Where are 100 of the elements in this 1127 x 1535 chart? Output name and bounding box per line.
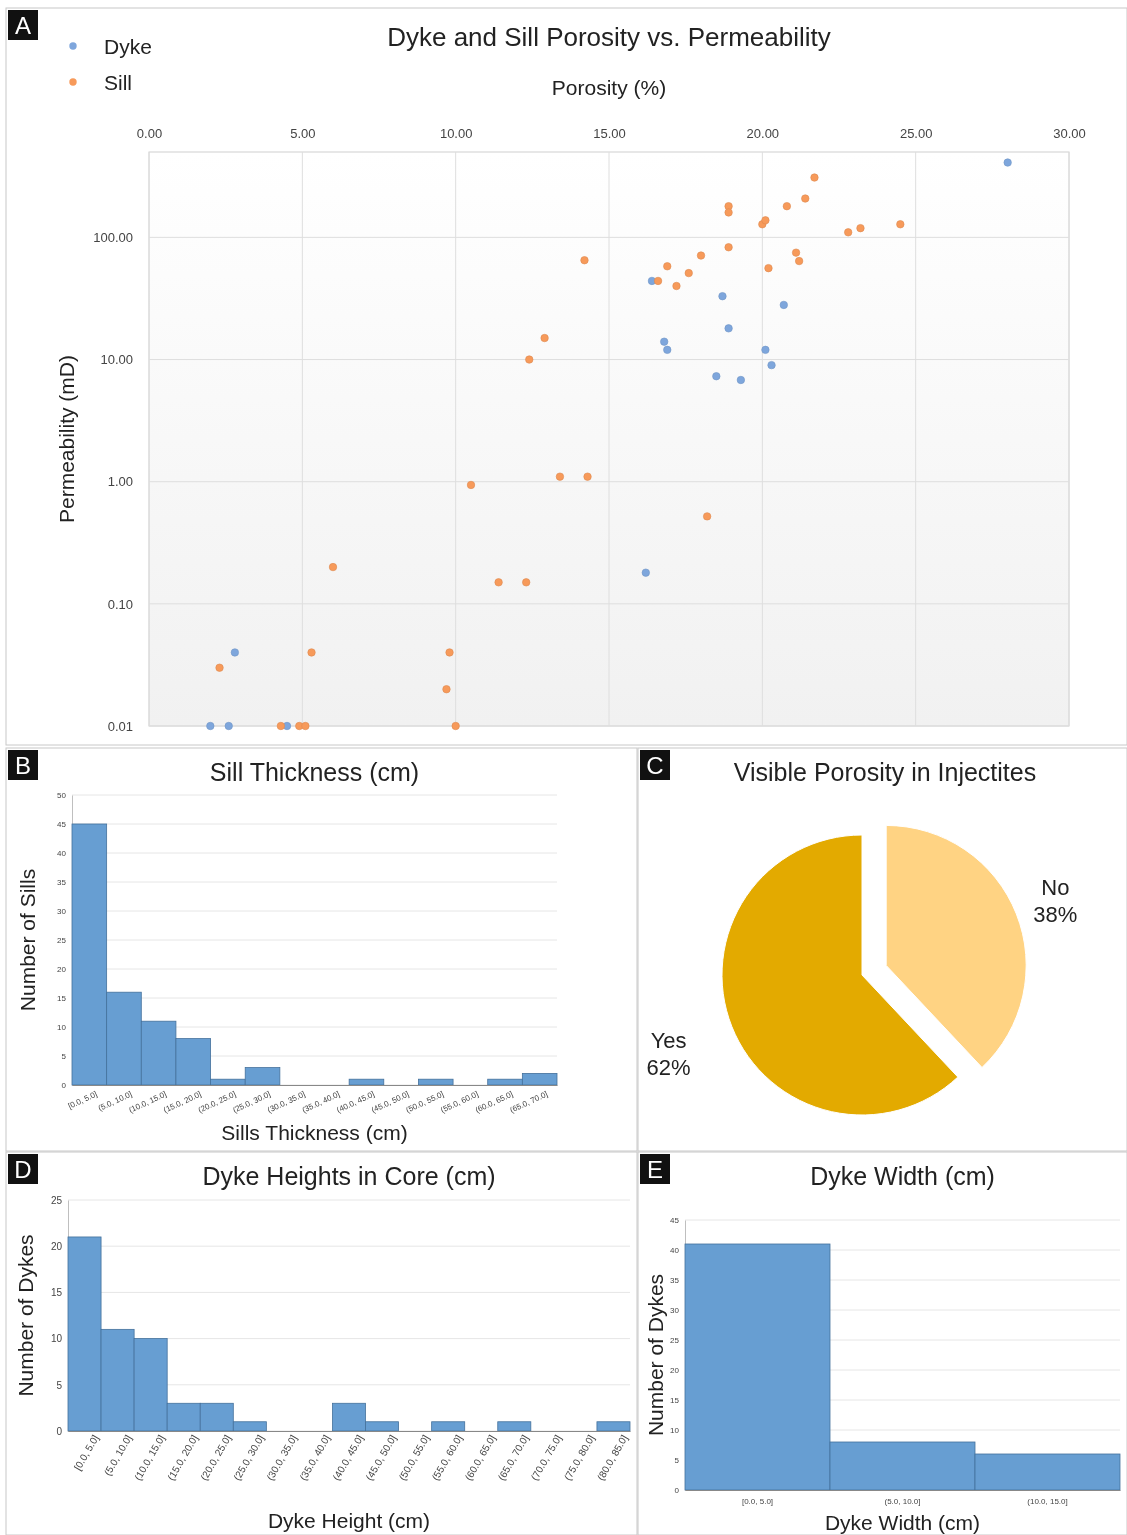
- point: [718, 292, 727, 301]
- bar: [596, 1421, 631, 1432]
- y-axis-title: Permeability (mD): [55, 354, 78, 524]
- point: [767, 361, 776, 370]
- x-tick-label: 5.00: [290, 126, 316, 141]
- point: [724, 208, 733, 217]
- slice-label: No: [1041, 875, 1070, 901]
- point: [761, 345, 770, 354]
- data-label: 38%: [1033, 901, 1078, 927]
- point: [466, 480, 476, 490]
- point: [555, 472, 564, 481]
- y-tick-label: 30: [57, 907, 67, 917]
- point: [736, 375, 745, 385]
- point: [328, 563, 338, 572]
- point: [660, 337, 669, 346]
- point: [641, 568, 650, 577]
- y-tick-label: 35: [670, 1276, 680, 1286]
- text: D: [14, 1156, 32, 1183]
- y-tick-label: 20: [50, 1240, 63, 1252]
- x-tick-label: [0.0, 5.0]: [66, 1089, 99, 1111]
- x-tick-label: 15.00: [593, 126, 626, 141]
- y-tick-label: 15: [50, 1287, 63, 1299]
- chart-title: Dyke Heights in Core (cm): [202, 1162, 496, 1190]
- y-tick-label: 40: [57, 849, 67, 859]
- point: [442, 685, 451, 694]
- point: [451, 721, 460, 731]
- y-tick-label: 5: [56, 1379, 63, 1391]
- y-tick-label: 0.10: [107, 596, 133, 612]
- x-axis-title: Dyke Height (cm): [267, 1509, 431, 1532]
- x-tick-label: 10.00: [439, 126, 473, 141]
- x-tick-label: 20.00: [746, 126, 780, 141]
- y-tick-label: 10.00: [100, 352, 133, 368]
- chart-title: Sill Thickness (cm): [209, 758, 420, 786]
- point: [801, 194, 810, 203]
- point: [522, 578, 531, 587]
- bar: [497, 1421, 532, 1432]
- point: [494, 578, 503, 587]
- point: [672, 281, 681, 291]
- bar: [431, 1421, 466, 1432]
- y-tick-label: 15: [57, 994, 67, 1004]
- text: B: [14, 752, 32, 779]
- y-tick-label: 45: [670, 1216, 680, 1226]
- point: [844, 228, 853, 237]
- chart-title: Dyke Width (cm): [810, 1162, 995, 1190]
- bar: [348, 1078, 385, 1086]
- y-tick-label: 0: [56, 1425, 63, 1437]
- point: [206, 721, 215, 731]
- chart-title: Dyke and Sill Porosity vs. Permeability: [387, 22, 831, 52]
- bar: [418, 1078, 454, 1086]
- point: [896, 220, 905, 229]
- y-tick-label: 20: [57, 965, 67, 975]
- text: C: [646, 752, 664, 779]
- point: [696, 251, 706, 260]
- point: [230, 648, 239, 657]
- y-tick-label: 30: [670, 1306, 680, 1316]
- point: [654, 276, 663, 285]
- y-tick-label: 50: [57, 791, 67, 801]
- point: [724, 243, 733, 252]
- point: [761, 216, 770, 225]
- y-tick-label: 0.01: [107, 718, 133, 734]
- point: [276, 721, 285, 731]
- x-tick-label: 0.00: [136, 126, 163, 141]
- point: [856, 224, 865, 233]
- x-axis-title: Porosity (%): [551, 76, 667, 99]
- point: [663, 262, 672, 271]
- point: [712, 372, 721, 381]
- y-axis-title: Number of Dykes: [14, 1234, 37, 1397]
- point: [445, 648, 454, 657]
- x-tick-label: 25.00: [899, 126, 933, 141]
- point: [301, 721, 310, 731]
- point: [307, 648, 316, 657]
- y-tick-label: 25: [670, 1336, 680, 1346]
- point: [764, 264, 773, 273]
- y-tick-label: 5: [674, 1456, 680, 1466]
- point: [224, 721, 233, 731]
- x-tick-label: 30.00: [1053, 126, 1086, 141]
- x-axis-title: Dyke Width (cm): [824, 1511, 981, 1534]
- legend-label: Dyke: [104, 35, 152, 58]
- x-axis-title: Sills Thickness (cm): [221, 1121, 408, 1144]
- legend-label: Sill: [104, 71, 133, 94]
- point: [540, 333, 549, 343]
- point: [724, 324, 733, 333]
- point: [580, 256, 589, 265]
- x-tick-label: (10.0, 15.0]: [1027, 1496, 1068, 1506]
- x-tick-label: [0.0, 5.0]: [741, 1496, 774, 1506]
- y-tick-label: 40: [670, 1246, 680, 1256]
- point: [663, 345, 672, 354]
- x-tick-label: (5.0, 10.0]: [884, 1496, 921, 1506]
- point: [779, 300, 788, 309]
- text: A: [14, 12, 32, 39]
- point: [684, 269, 693, 278]
- y-tick-label: 10: [670, 1426, 680, 1436]
- point: [703, 512, 712, 521]
- point: [782, 202, 791, 211]
- y-tick-label: 35: [57, 878, 67, 888]
- y-tick-label: 0: [61, 1081, 67, 1091]
- y-axis-title: Number of Dykes: [644, 1273, 667, 1437]
- y-tick-label: 1.00: [107, 474, 133, 490]
- point: [1003, 158, 1012, 167]
- y-axis-title: Number of Sills: [16, 868, 39, 1012]
